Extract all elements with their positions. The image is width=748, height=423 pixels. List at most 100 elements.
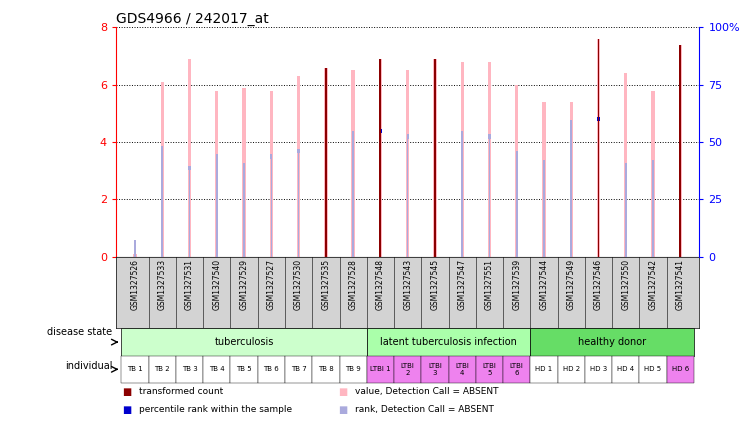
Bar: [394, 356, 421, 383]
Bar: [121, 329, 367, 356]
Text: TB 8: TB 8: [318, 366, 334, 372]
Text: HD 1: HD 1: [536, 366, 553, 372]
Text: ■: ■: [337, 405, 347, 415]
Bar: [679, 125, 681, 257]
Bar: [543, 160, 545, 165]
Bar: [161, 146, 163, 150]
Bar: [298, 148, 300, 153]
Bar: [161, 82, 164, 257]
Bar: [312, 356, 340, 383]
Bar: [515, 151, 518, 156]
Text: transformed count: transformed count: [139, 387, 224, 396]
Text: GSM1327549: GSM1327549: [567, 259, 576, 310]
Bar: [679, 123, 681, 127]
Bar: [379, 59, 381, 257]
Bar: [612, 356, 640, 383]
Text: LTBI
4: LTBI 4: [456, 363, 469, 376]
Bar: [542, 102, 545, 257]
Bar: [243, 165, 245, 257]
Bar: [407, 137, 408, 257]
Bar: [433, 59, 437, 257]
Text: HD 2: HD 2: [562, 366, 580, 372]
Bar: [134, 240, 136, 244]
Bar: [570, 120, 572, 124]
Bar: [652, 160, 654, 165]
Text: GSM1327551: GSM1327551: [485, 259, 494, 310]
Bar: [271, 157, 272, 257]
Text: GDS4966 / 242017_at: GDS4966 / 242017_at: [116, 12, 269, 27]
Text: GSM1327548: GSM1327548: [376, 259, 385, 310]
Text: GSM1327528: GSM1327528: [349, 259, 358, 310]
Text: TB 4: TB 4: [209, 366, 224, 372]
Text: GSM1327543: GSM1327543: [403, 259, 412, 310]
Text: healthy donor: healthy donor: [578, 337, 646, 347]
Text: GSM1327530: GSM1327530: [294, 259, 303, 310]
Bar: [215, 154, 218, 159]
Bar: [666, 356, 694, 383]
Bar: [515, 85, 518, 257]
Bar: [325, 134, 327, 139]
Bar: [216, 157, 218, 257]
Bar: [449, 356, 476, 383]
Bar: [379, 129, 381, 133]
Text: HD 4: HD 4: [617, 366, 634, 372]
Bar: [503, 356, 530, 383]
Bar: [597, 39, 600, 257]
Text: GSM1327545: GSM1327545: [430, 259, 439, 310]
Bar: [285, 356, 312, 383]
Bar: [679, 45, 681, 257]
Text: value, Detection Call = ABSENT: value, Detection Call = ABSENT: [355, 387, 499, 396]
Bar: [530, 356, 557, 383]
Text: TB 5: TB 5: [236, 366, 252, 372]
Bar: [571, 122, 572, 257]
Bar: [640, 356, 666, 383]
Bar: [406, 71, 409, 257]
Bar: [325, 68, 327, 257]
Text: HD 3: HD 3: [590, 366, 607, 372]
Bar: [406, 134, 409, 139]
Bar: [598, 39, 599, 257]
Bar: [297, 76, 300, 257]
Bar: [543, 162, 545, 257]
Text: GSM1327550: GSM1327550: [622, 259, 631, 310]
Bar: [625, 163, 627, 167]
Text: LTBI
2: LTBI 2: [401, 363, 414, 376]
Text: LTBI
5: LTBI 5: [482, 363, 497, 376]
Text: GSM1327540: GSM1327540: [212, 259, 221, 310]
Bar: [340, 356, 367, 383]
Text: GSM1327546: GSM1327546: [594, 259, 603, 310]
Text: TB 7: TB 7: [291, 366, 307, 372]
Text: GSM1327544: GSM1327544: [539, 259, 548, 310]
Bar: [461, 62, 464, 257]
Bar: [298, 151, 299, 257]
Bar: [378, 59, 382, 257]
Text: percentile rank within the sample: percentile rank within the sample: [139, 405, 292, 414]
Bar: [324, 68, 328, 257]
Text: GSM1327526: GSM1327526: [130, 259, 140, 310]
Text: LTBI
3: LTBI 3: [428, 363, 442, 376]
Bar: [215, 91, 218, 257]
Bar: [242, 88, 245, 257]
Bar: [461, 132, 463, 136]
Bar: [352, 71, 355, 257]
Bar: [488, 62, 491, 257]
Bar: [570, 102, 573, 257]
Text: TB 9: TB 9: [346, 366, 361, 372]
Bar: [188, 168, 191, 257]
Bar: [230, 356, 258, 383]
Bar: [625, 165, 627, 257]
Bar: [367, 356, 394, 383]
Bar: [434, 129, 436, 133]
Bar: [652, 91, 654, 257]
Text: rank, Detection Call = ABSENT: rank, Detection Call = ABSENT: [355, 405, 494, 414]
Bar: [133, 254, 137, 257]
Bar: [352, 134, 354, 257]
Bar: [243, 163, 245, 167]
Bar: [379, 131, 381, 257]
Bar: [121, 356, 149, 383]
Text: tuberculosis: tuberculosis: [215, 337, 274, 347]
Text: disease state: disease state: [47, 327, 112, 337]
Bar: [652, 162, 654, 257]
Text: individual: individual: [64, 361, 112, 371]
Text: ■: ■: [337, 387, 347, 397]
